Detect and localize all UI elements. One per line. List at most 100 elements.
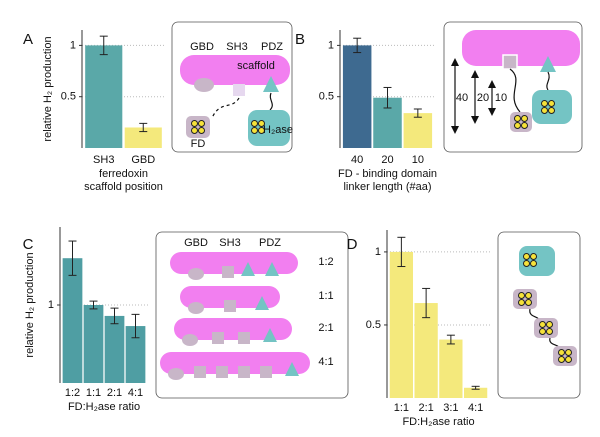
- diagram-label: PDZ: [259, 237, 281, 249]
- diagram-label: 10: [495, 92, 507, 104]
- gbd-domain: [188, 268, 204, 280]
- diagram-label: GBD: [190, 41, 214, 53]
- arrow-head: [488, 80, 496, 88]
- sh3-domain: [238, 366, 250, 378]
- diagram-label: 40: [456, 92, 468, 104]
- panel-label: C: [23, 236, 34, 253]
- x-tick-label: GBD: [131, 154, 155, 166]
- x-axis-label: scaffold position: [84, 181, 163, 193]
- bar: [104, 315, 125, 383]
- x-tick-label: 2:1: [418, 402, 433, 414]
- bar: [124, 127, 162, 148]
- x-tick-label: 10: [412, 154, 424, 166]
- linker: [269, 92, 273, 111]
- bar: [403, 113, 433, 148]
- panel-label: D: [347, 236, 358, 253]
- diagram-label: SH3: [219, 237, 240, 249]
- diagram-label: PDZ: [261, 41, 283, 53]
- gbd-domain: [194, 78, 214, 92]
- scaffold: [180, 55, 290, 85]
- sh3-domain: [260, 366, 272, 378]
- fd: [534, 318, 558, 338]
- fd: [510, 112, 532, 132]
- linker: [211, 97, 240, 119]
- bar: [125, 326, 146, 383]
- y-tick-label: 1: [48, 299, 54, 311]
- bar: [463, 387, 488, 398]
- linker: [509, 68, 521, 113]
- diagram-label: H₂ase: [263, 124, 293, 136]
- sh3-domain: [233, 84, 245, 96]
- x-tick-label: 1:2: [65, 387, 80, 399]
- x-tick-label: 4:1: [468, 402, 483, 414]
- bar: [342, 45, 372, 148]
- y-axis-label: relative H₂ production: [42, 36, 54, 141]
- sh3-domain: [222, 266, 234, 278]
- pdz-domain: [540, 56, 556, 72]
- sh3-domain: [216, 366, 228, 378]
- x-axis-label: FD:H₂ase ratio: [68, 401, 140, 413]
- diagram-label: 4:1: [318, 356, 333, 368]
- x-tick-label: 1:1: [394, 402, 409, 414]
- bar: [62, 258, 83, 383]
- arrow-head: [488, 108, 496, 116]
- gbd-domain: [188, 302, 204, 314]
- pdz-domain: [263, 76, 279, 92]
- sh3-domain: [238, 332, 250, 344]
- fd: [513, 289, 537, 309]
- panel-label: A: [23, 31, 33, 48]
- arrow-head: [471, 116, 479, 124]
- sh3-domain: [502, 54, 518, 70]
- y-tick-label: 1: [70, 39, 76, 51]
- sh3-domain: [212, 332, 224, 344]
- x-tick-label: SH3: [93, 154, 114, 166]
- diagram-frame: [443, 21, 583, 153]
- pdz-domain: [285, 362, 299, 376]
- x-axis-label: FD - binding domain: [338, 168, 437, 180]
- scaffold: [174, 318, 292, 340]
- arrow-head: [471, 70, 479, 78]
- pdz-domain: [265, 262, 279, 276]
- linker: [546, 71, 550, 91]
- x-axis-label: FD:H₂ase ratio: [402, 416, 474, 428]
- gbd-domain: [182, 334, 198, 346]
- diagram-label: scaffold: [237, 60, 275, 72]
- diagram-label: 1:1: [318, 290, 333, 302]
- diagram-label: 2:1: [318, 322, 333, 334]
- x-tick-label: 3:1: [443, 402, 458, 414]
- bar: [85, 45, 123, 148]
- y-axis-label: relative H₂ production: [24, 252, 36, 357]
- diagram-a: GBD SH3 PDZ scaffold FD H₂ase: [171, 21, 293, 153]
- bar: [439, 339, 463, 398]
- diagram-d: [497, 231, 581, 399]
- diagram-label: GBD: [184, 237, 208, 249]
- scaffold: [462, 30, 580, 66]
- fd: [186, 116, 210, 138]
- scaffold: [180, 286, 280, 308]
- arrow-head: [451, 126, 459, 134]
- scaffold: [170, 252, 298, 274]
- x-axis-label: ferredoxin: [99, 168, 148, 180]
- diagram-b: 40 20 10: [443, 21, 583, 153]
- diagram-frame: [171, 21, 293, 153]
- gbd-domain: [168, 368, 184, 380]
- x-tick-label: 40: [351, 154, 363, 166]
- sh3-domain: [194, 366, 206, 378]
- y-tick-label: 0.5: [366, 319, 381, 331]
- linker: [529, 308, 539, 321]
- y-tick-label: 0.5: [319, 91, 334, 103]
- diagram-c: GBD SH3 PDZ 1:2 1:1 2:1 4:1: [155, 231, 349, 399]
- pdz-domain: [241, 262, 255, 276]
- x-tick-label: 2:1: [107, 387, 122, 399]
- y-tick-label: 1: [328, 39, 334, 51]
- diagram-frame: [155, 231, 349, 399]
- y-tick-label: 1: [375, 246, 381, 258]
- diagram-label: 20: [477, 92, 489, 104]
- pdz-domain: [255, 296, 269, 310]
- h2ase: [532, 90, 572, 124]
- pdz-domain: [263, 328, 277, 342]
- x-tick-label: 4:1: [128, 387, 143, 399]
- diagram-label: FD: [191, 138, 206, 150]
- diagram-label: SH3: [226, 41, 247, 53]
